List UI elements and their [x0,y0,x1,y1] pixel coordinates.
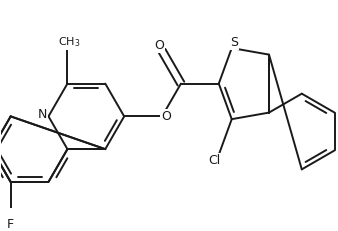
Text: F: F [7,218,14,231]
Text: O: O [161,110,171,123]
Text: Cl: Cl [209,154,221,167]
Text: CH$_3$: CH$_3$ [58,35,81,49]
Text: N: N [38,108,47,121]
Text: O: O [154,39,164,52]
Text: S: S [230,36,238,49]
